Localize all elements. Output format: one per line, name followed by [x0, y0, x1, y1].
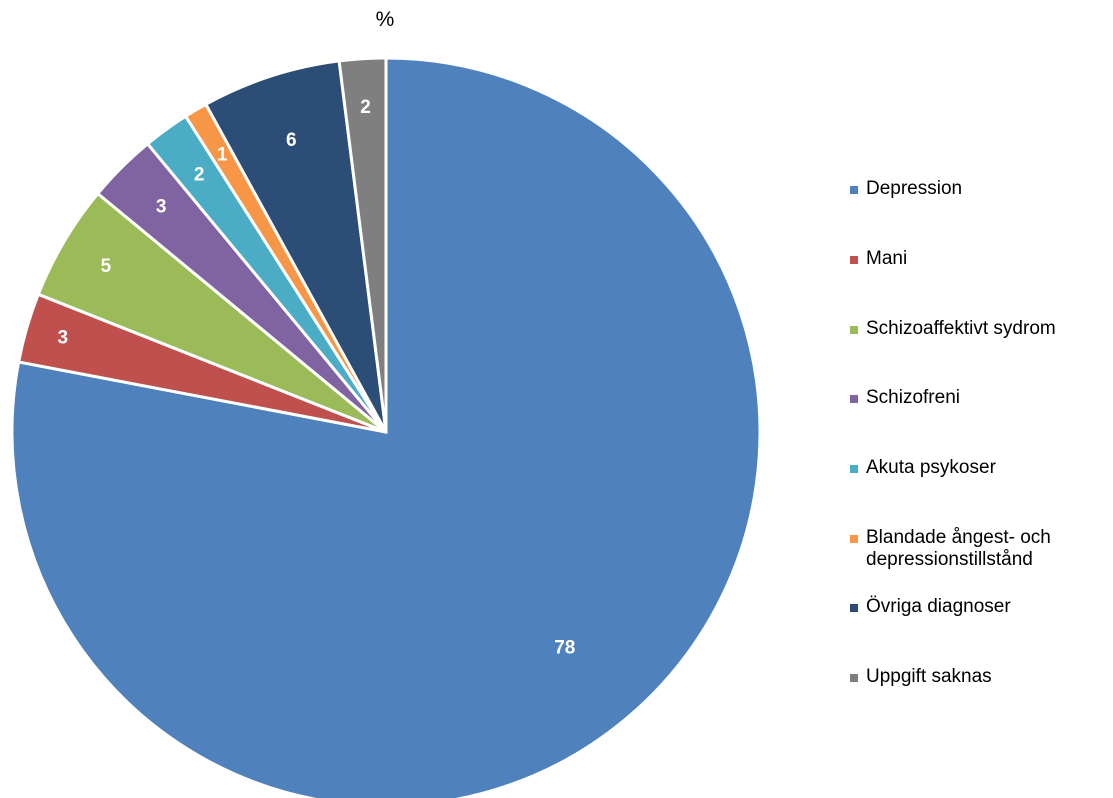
slice-data-label: 2: [194, 164, 205, 185]
slice-data-label: 3: [156, 197, 167, 218]
legend-label: Uppgift saknas: [866, 666, 992, 687]
legend-label: Akuta psykoser: [866, 457, 996, 478]
legend-swatch: [850, 395, 858, 403]
legend-label: Depression: [866, 178, 963, 199]
slice-data-label: 3: [57, 328, 68, 349]
legend-swatch: [850, 326, 858, 334]
legend-label: Mani: [866, 248, 908, 269]
legend-label: Schizoaffektivt sydrom: [866, 318, 1056, 339]
legend-label: Övriga diagnoser: [866, 596, 1011, 617]
slice-data-label: 1: [217, 145, 228, 166]
slice-data-label: 5: [101, 256, 112, 277]
chart-title: %: [375, 8, 395, 31]
legend-swatch: [850, 256, 858, 264]
legend-swatch: [850, 604, 858, 612]
legend-swatch: [850, 535, 858, 543]
slice-data-label: 2: [360, 97, 371, 118]
pie-slice-uppgift-saknas: [337, 56, 388, 433]
legend-swatch: [850, 186, 858, 194]
slice-data-label: 6: [286, 130, 297, 151]
pie-slice-depression: [10, 56, 762, 798]
legend-label: Blandade ångest- och depressionstillstån…: [866, 527, 1051, 570]
legend-label: Schizofreni: [866, 387, 960, 408]
legend-swatch: [850, 674, 858, 682]
slice-data-label: 78: [554, 638, 575, 659]
pie-slice-övriga-diagnoser: [203, 59, 388, 433]
legend-swatch: [850, 465, 858, 473]
